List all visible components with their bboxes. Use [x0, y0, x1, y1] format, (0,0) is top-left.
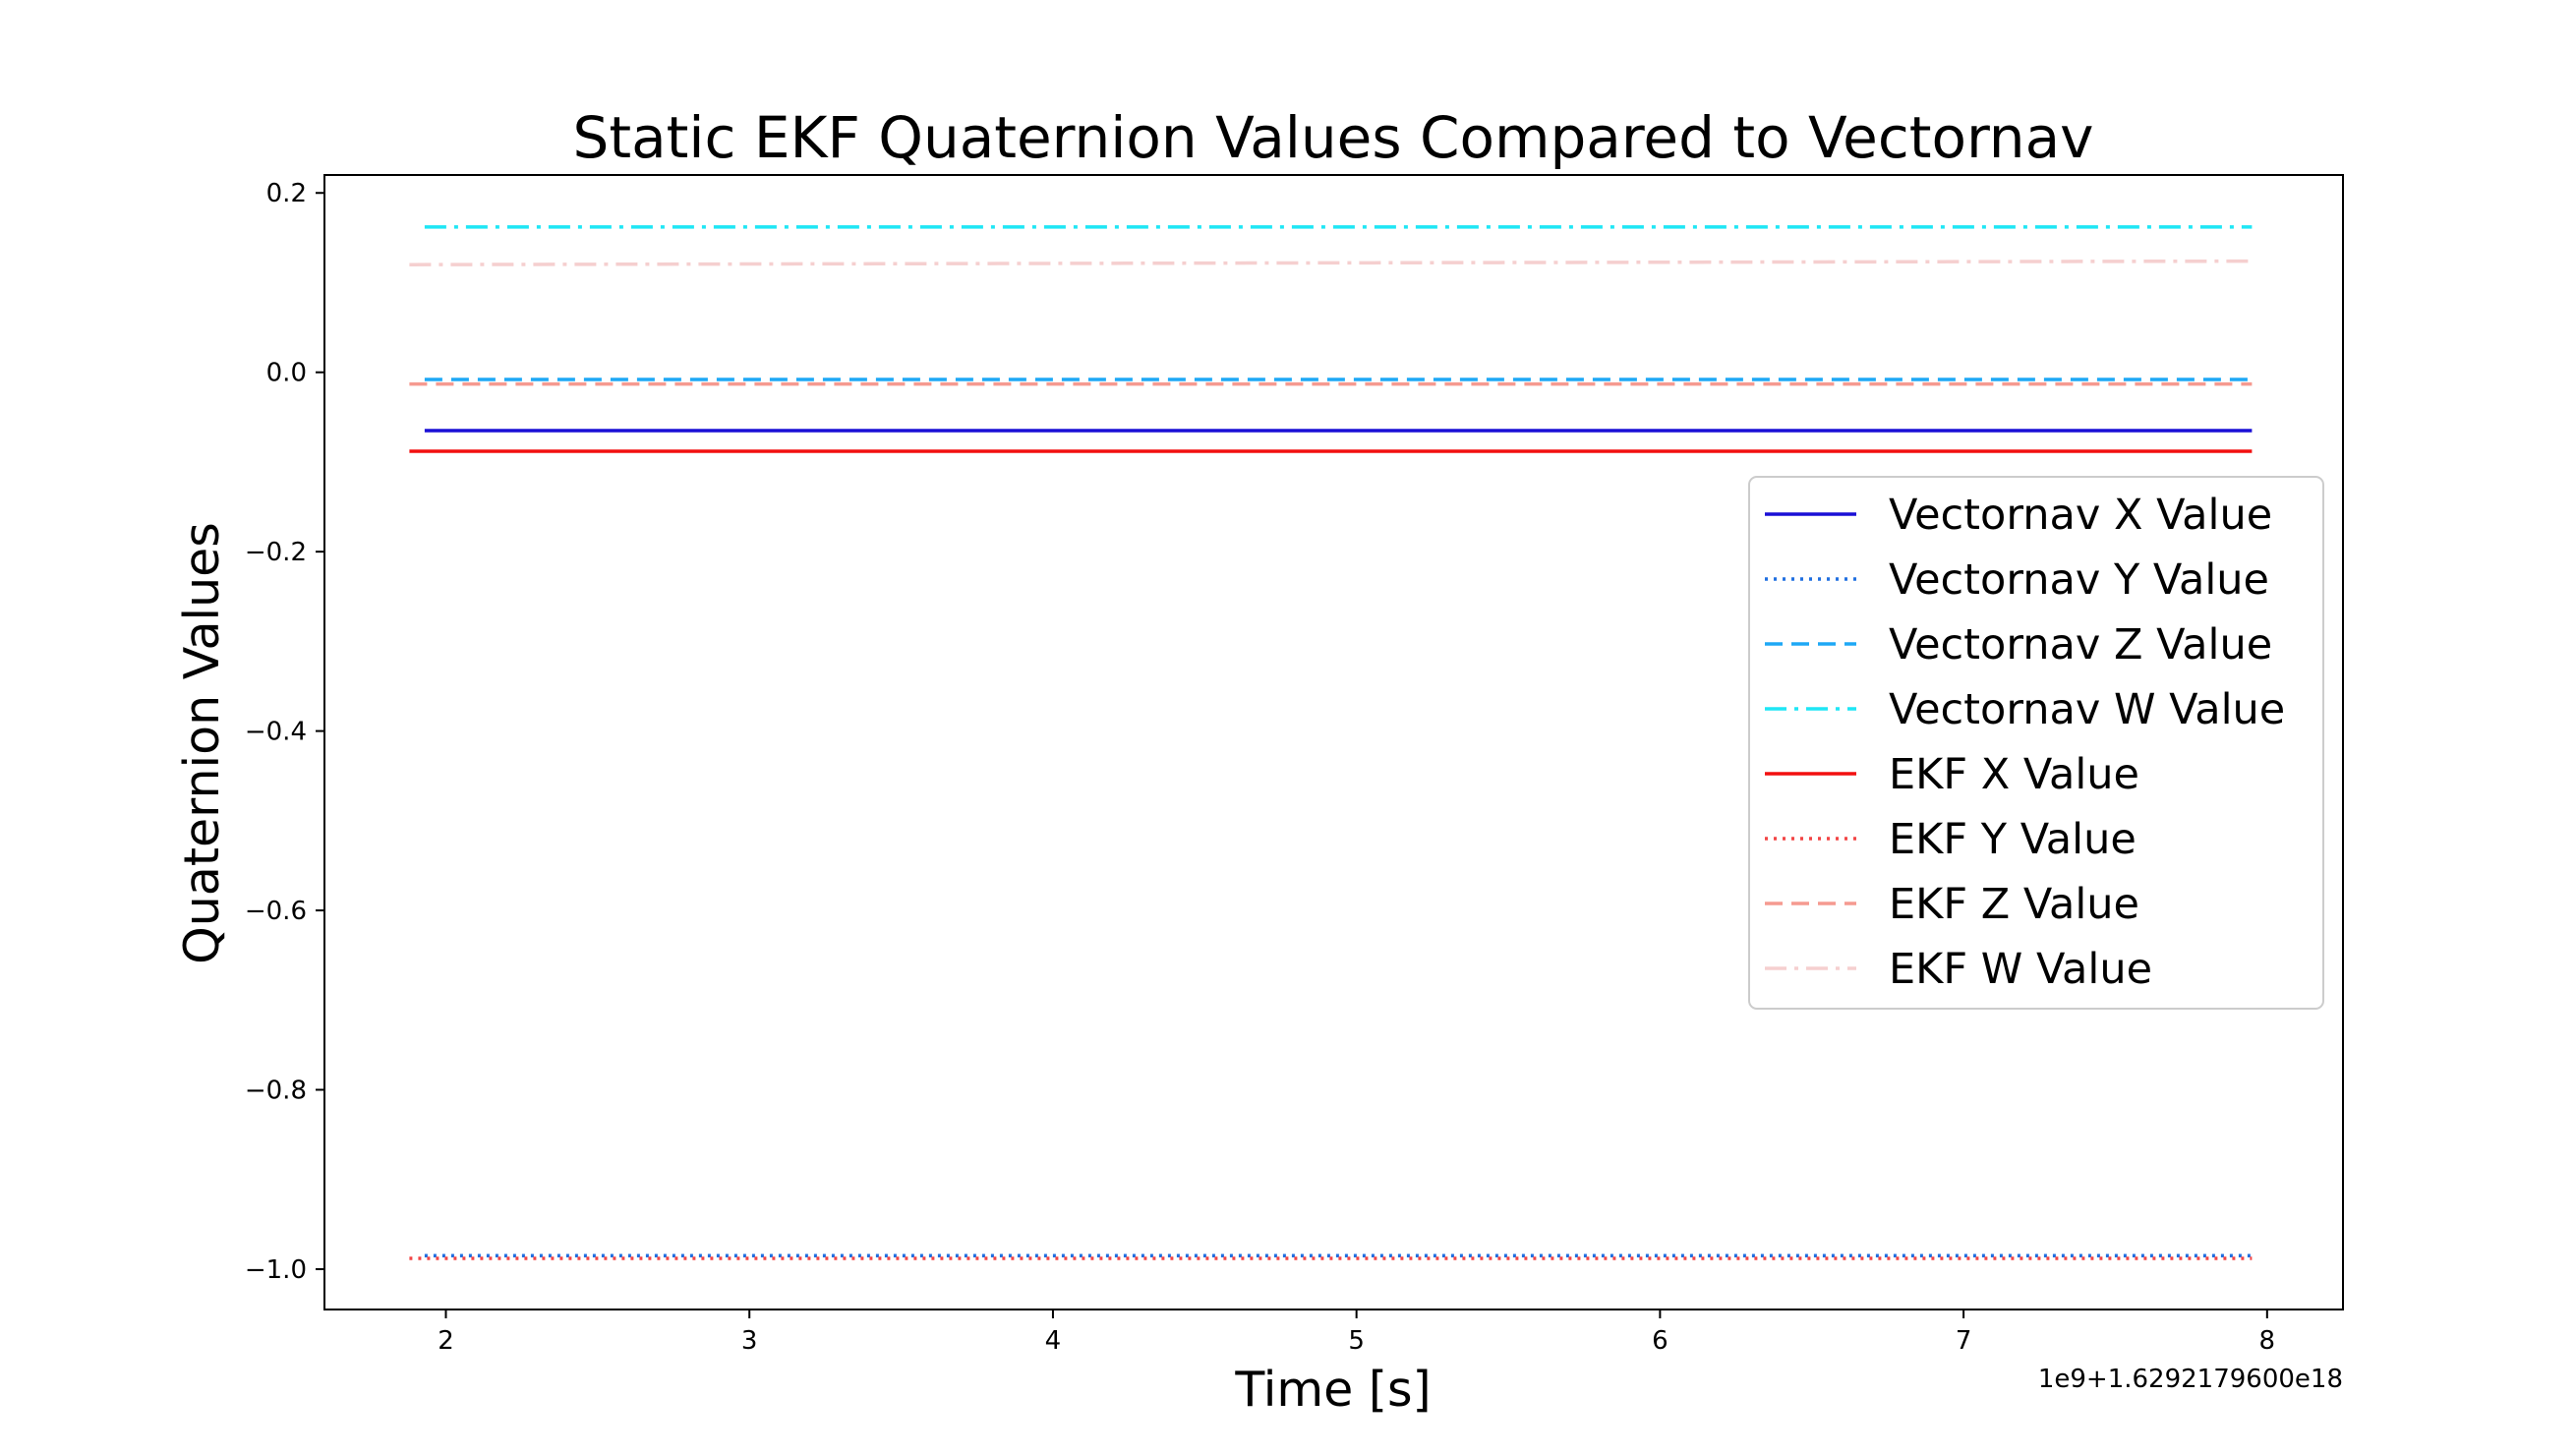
legend-frame [1748, 476, 2324, 1010]
x-tick-label: 7 [1956, 1326, 1972, 1356]
y-tick-label: −0.6 [245, 897, 307, 926]
legend-label-6: EKF Y Value [1889, 815, 2137, 864]
y-tick-label: −0.2 [245, 538, 307, 567]
legend-label-8: EKF W Value [1889, 945, 2152, 994]
y-tick-label: 0.0 [266, 359, 307, 388]
series-line-8 [409, 259, 2253, 266]
series-layer [409, 225, 2253, 1260]
y-axis-label: Quaternion Values [174, 522, 230, 964]
x-axis: 2 3 4 5 6 7 8 [438, 1310, 2275, 1356]
y-tick-label: −1.0 [245, 1255, 307, 1285]
x-tick-label: 4 [1045, 1326, 1062, 1356]
y-axis: 0.2 0.0 −0.2 −0.4 −0.6 −0.8 −1.0 [245, 179, 324, 1285]
legend-label-2: Vectornav Y Value [1889, 555, 2269, 605]
legend-label-5: EKF X Value [1889, 750, 2139, 799]
y-tick-label: −0.8 [245, 1076, 307, 1105]
x-tick-label: 2 [438, 1326, 454, 1356]
x-axis-label: Time [s] [1234, 1362, 1431, 1418]
x-axis-offset-label: 1e9+1.6292179600e18 [2038, 1365, 2343, 1394]
legend-label-1: Vectornav X Value [1889, 491, 2272, 540]
plot-frame [323, 174, 2344, 1310]
legend-label-4: Vectornav W Value [1889, 685, 2285, 734]
x-tick-label: 5 [1348, 1326, 1365, 1356]
legend-items: Vectornav X Value Vectornav Y Value Vector… [1765, 491, 2285, 994]
x-tick-label: 6 [1652, 1326, 1669, 1356]
legend: Vectornav X Value Vectornav Y Value Vector… [1748, 476, 2324, 1010]
legend-label-3: Vectornav Z Value [1889, 620, 2272, 669]
x-tick-label: 8 [2259, 1326, 2276, 1356]
y-tick-label: 0.2 [266, 179, 307, 208]
legend-label-7: EKF Z Value [1889, 880, 2139, 929]
chart-title: Static EKF Quaternion Values Compared to… [573, 104, 2094, 171]
y-tick-label: −0.4 [245, 718, 307, 747]
x-tick-label: 3 [741, 1326, 758, 1356]
